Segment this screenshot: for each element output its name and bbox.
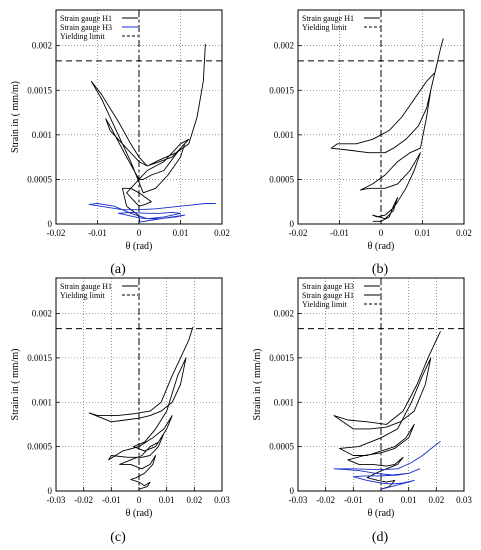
y-axis-label: Strain in ( mm/m) bbox=[252, 349, 263, 421]
y-tick-label: 0 bbox=[48, 219, 53, 229]
x-tick-label: -0.01 bbox=[330, 228, 349, 238]
series-line-1 bbox=[333, 331, 441, 490]
x-tick-label: 0.02 bbox=[428, 495, 444, 505]
series-line-1 bbox=[330, 38, 444, 222]
x-tick-label: -0.01 bbox=[88, 228, 107, 238]
x-tick-label: 0.03 bbox=[456, 495, 472, 505]
y-tick-label: 0.0015 bbox=[27, 353, 52, 363]
x-tick-label: -0.01 bbox=[344, 495, 363, 505]
y-axis-label: Strain in ( mm/m) bbox=[10, 81, 21, 153]
y-tick-label: 0.002 bbox=[274, 309, 294, 319]
legend-label: Strain gauge H1 bbox=[60, 14, 112, 23]
legend-label: Yielding limit bbox=[60, 291, 105, 300]
x-axis-label: θ (rad) bbox=[126, 241, 153, 252]
legend-label: Strain gauge H1 bbox=[302, 291, 354, 300]
y-tick-label: 0.0015 bbox=[27, 85, 52, 95]
x-tick-label: 0.03 bbox=[214, 495, 230, 505]
series-line-1 bbox=[88, 326, 194, 490]
x-tick-label: -0.02 bbox=[316, 495, 335, 505]
x-tick-label: 0 bbox=[137, 228, 142, 238]
x-tick-label: 0.01 bbox=[173, 228, 189, 238]
legend-label: Strain gauge H1 bbox=[302, 14, 354, 23]
panel-label: (c) bbox=[110, 530, 126, 545]
x-tick-label: 0 bbox=[379, 495, 384, 505]
x-tick-label: -0.02 bbox=[47, 228, 66, 238]
legend-label: Yielding limit bbox=[60, 32, 105, 41]
x-tick-label: 0.02 bbox=[456, 228, 472, 238]
y-tick-label: 0.001 bbox=[32, 397, 52, 407]
y-tick-label: 0.001 bbox=[32, 130, 52, 140]
x-tick-label: 0.02 bbox=[214, 228, 230, 238]
chart-panel-2: -0.02 -0.01 0 0.01 0.02 0 0.0005 0.001 0.0015 0.0… bbox=[269, 9, 472, 277]
x-tick-label: 0 bbox=[379, 228, 384, 238]
x-tick-label: 0.02 bbox=[186, 495, 202, 505]
series-line-2 bbox=[333, 440, 441, 490]
x-axis-label: θ (rad) bbox=[368, 508, 395, 519]
x-tick-label: -0.01 bbox=[102, 495, 121, 505]
legend-label: Strain gauge H3 bbox=[60, 23, 112, 32]
legend-label: Yielding limit bbox=[302, 23, 347, 32]
y-tick-label: 0.001 bbox=[274, 397, 294, 407]
chart-panel-1: -0.02 -0.01 0 0.01 0.02 0 0.0005 0.001 0.0015 0.0… bbox=[10, 9, 230, 277]
y-tick-label: 0.0005 bbox=[269, 442, 294, 452]
x-axis-label: θ (rad) bbox=[126, 508, 153, 519]
y-tick-label: 0.002 bbox=[32, 309, 52, 319]
series-line-1 bbox=[90, 43, 206, 222]
panel-label: (a) bbox=[110, 262, 126, 277]
y-tick-label: 0.0005 bbox=[269, 174, 294, 184]
legend-label: Strain gauge H3 bbox=[302, 282, 354, 291]
y-tick-label: 0.002 bbox=[274, 41, 294, 51]
x-tick-label: 0 bbox=[137, 495, 142, 505]
y-tick-label: 0 bbox=[290, 219, 295, 229]
y-tick-label: 0.0015 bbox=[269, 353, 294, 363]
x-axis-label: θ (rad) bbox=[368, 241, 395, 252]
legend-label: Strain gauge H1 bbox=[60, 282, 112, 291]
panel-label: (b) bbox=[372, 262, 389, 277]
legend-label: Yielding limit bbox=[302, 300, 347, 309]
x-tick-label: 0.01 bbox=[401, 495, 417, 505]
panel-label: (d) bbox=[372, 530, 389, 545]
chart-panel-4: -0.03 -0.02 -0.01 0 0.01 0.02 0.03 0 0.0005 0.001… bbox=[252, 277, 472, 545]
series-line-2 bbox=[88, 203, 216, 223]
x-tick-label: -0.03 bbox=[47, 495, 66, 505]
y-tick-label: 0.0005 bbox=[27, 174, 52, 184]
y-tick-label: 0.002 bbox=[32, 41, 52, 51]
y-tick-label: 0 bbox=[48, 486, 53, 496]
x-tick-label: -0.03 bbox=[289, 495, 308, 505]
chart-panel-3: -0.03 -0.02 -0.01 0 0.01 0.02 0.03 0 0.0005 0.001… bbox=[10, 277, 230, 545]
x-tick-label: 0.01 bbox=[159, 495, 175, 505]
y-tick-label: 0 bbox=[290, 486, 295, 496]
y-tick-label: 0.0015 bbox=[269, 85, 294, 95]
y-axis-label: Strain in ( mm/m) bbox=[10, 349, 21, 421]
y-tick-label: 0.0005 bbox=[27, 442, 52, 452]
y-tick-label: 0.001 bbox=[274, 130, 294, 140]
x-tick-label: -0.02 bbox=[74, 495, 93, 505]
x-tick-label: -0.02 bbox=[289, 228, 308, 238]
x-tick-label: 0.01 bbox=[415, 228, 431, 238]
